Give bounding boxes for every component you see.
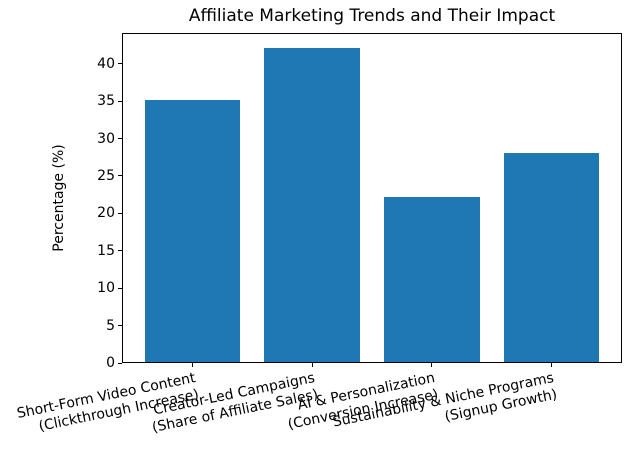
plot-area: [122, 33, 622, 363]
y-tick-mark-40: [118, 63, 122, 65]
y-tick-mark-15: [118, 250, 122, 252]
y-tick-label-30: 30: [97, 130, 115, 147]
y-axis-label: Percentage (%): [51, 144, 67, 252]
y-tick-mark-10: [118, 287, 122, 289]
y-tick-label-35: 35: [97, 93, 115, 110]
x-tick-mark-1: [192, 363, 194, 367]
y-tick-mark-20: [118, 212, 122, 214]
bar-1: [144, 100, 241, 362]
chart-title: Affiliate Marketing Trends and Their Imp…: [188, 6, 556, 26]
bar-4: [503, 152, 600, 362]
x-tick-mark-3: [431, 363, 433, 367]
y-tick-label-10: 10: [97, 280, 115, 297]
y-tick-mark-0: [118, 362, 122, 364]
y-tick-mark-30: [118, 138, 122, 139]
bar-3: [383, 197, 480, 362]
y-tick-label-0: 0: [106, 355, 115, 371]
y-tick-label-5: 5: [106, 317, 115, 334]
bar-2: [264, 47, 361, 362]
y-tick-mark-25: [118, 175, 122, 177]
y-tick-label-20: 20: [97, 205, 115, 222]
y-tick-label-25: 25: [97, 167, 115, 184]
y-tick-mark-5: [118, 325, 122, 327]
x-tick-mark-4: [550, 363, 552, 367]
y-tick-label-15: 15: [97, 242, 115, 259]
y-tick-label-40: 40: [97, 55, 115, 72]
y-tick-mark-35: [118, 100, 122, 102]
x-tick-mark-2: [311, 363, 313, 367]
x-tick-label-4: Sustainability & Niche Programs (Signup G…: [332, 370, 559, 448]
